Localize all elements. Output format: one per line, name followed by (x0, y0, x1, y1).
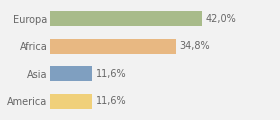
Bar (50, 94, 92, 109)
Text: 42,0%: 42,0% (206, 14, 237, 24)
Text: 11,6%: 11,6% (96, 69, 127, 79)
Bar (50, 39, 176, 54)
Bar (50, 66, 92, 81)
Bar (50, 11, 202, 26)
Text: 34,8%: 34,8% (180, 41, 210, 51)
Text: 11,6%: 11,6% (96, 96, 127, 106)
